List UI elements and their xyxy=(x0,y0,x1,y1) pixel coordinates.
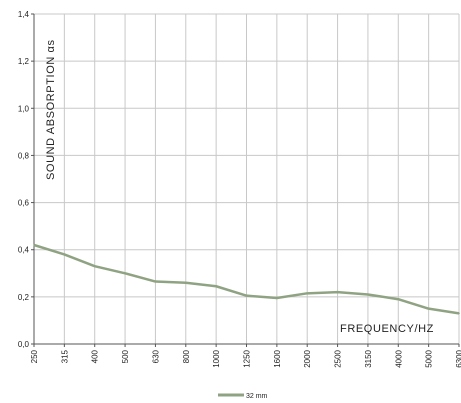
x-tick-label: 1000 xyxy=(212,349,221,367)
y-tick-label: 1,2 xyxy=(18,57,30,66)
x-tick-label: 6300 xyxy=(455,349,461,367)
y-tick-label: 0,4 xyxy=(18,246,30,255)
data-point xyxy=(336,291,339,293)
data-point xyxy=(93,265,96,268)
y-tick-label: 0,2 xyxy=(18,293,30,302)
y-tick-label: 0,0 xyxy=(18,340,30,349)
y-tick-label: 1,4 xyxy=(18,10,30,19)
x-tick-labels: 250 315 400 500 630 800 1000 1250 1600 2000 2500 31… xyxy=(30,349,461,367)
x-tick-label: 315 xyxy=(60,349,69,363)
x-tick-label: 250 xyxy=(30,349,39,363)
data-point xyxy=(427,307,430,310)
data-point xyxy=(33,244,35,246)
x-tick-label: 2000 xyxy=(303,349,312,367)
y-tick-labels: 0,0 0,2 0,4 0,6 0,8 1,0 1,2 1,4 xyxy=(18,10,30,349)
data-point xyxy=(397,298,400,301)
data-point xyxy=(458,312,460,315)
x-tick-label: 1600 xyxy=(273,349,282,367)
x-tick-label: 5000 xyxy=(425,349,434,367)
x-tick-label: 500 xyxy=(121,349,130,363)
grid xyxy=(34,13,460,344)
data-point xyxy=(184,281,187,284)
data-point xyxy=(306,292,309,295)
data-point xyxy=(215,285,217,288)
y-tick-label: 0,6 xyxy=(18,199,30,208)
x-tick-label: 3150 xyxy=(364,349,373,367)
x-tick-label: 630 xyxy=(151,349,160,363)
x-axis-title: FREQUENCY/HZ xyxy=(340,323,434,335)
x-tick-label: 4000 xyxy=(394,349,403,367)
y-tick-label: 1,0 xyxy=(18,104,30,113)
data-point xyxy=(367,293,369,296)
data-point xyxy=(63,253,66,256)
legend: 32 mm xyxy=(218,393,268,400)
legend-label: 32 mm xyxy=(246,393,268,400)
x-tick-label: 2500 xyxy=(334,349,343,367)
y-tick-label: 0,8 xyxy=(18,151,30,160)
series-group xyxy=(33,243,460,315)
data-point xyxy=(124,272,126,275)
x-tick-label: 800 xyxy=(182,349,191,363)
x-tick-label: 400 xyxy=(91,349,100,363)
axes xyxy=(31,13,460,347)
y-axis-title: SOUND ABSORPTION αs xyxy=(45,39,57,180)
data-point xyxy=(154,280,157,283)
x-tick-label: 1250 xyxy=(243,349,252,367)
data-point xyxy=(276,297,278,299)
data-point xyxy=(245,294,248,297)
